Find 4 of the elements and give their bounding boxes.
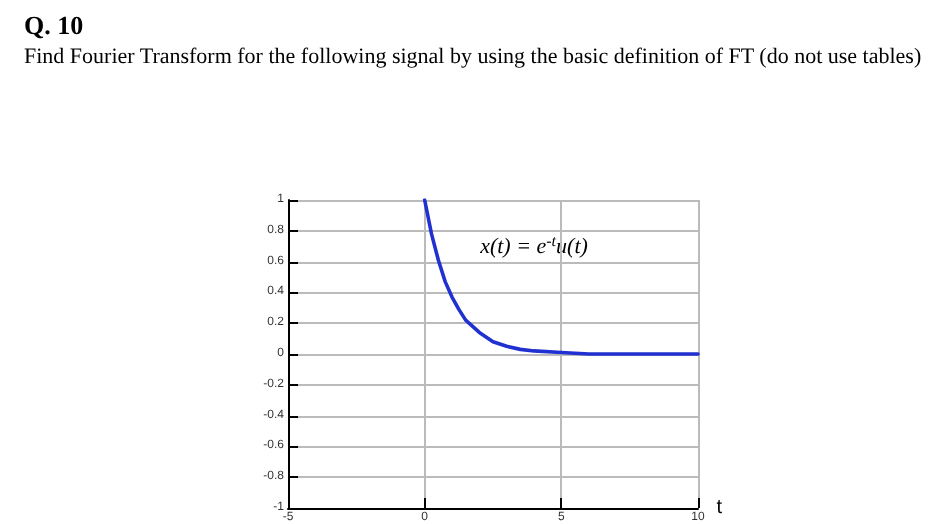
line-series <box>422 198 700 356</box>
chart-subtitle: Find Fourier Transform for the following signal by using the basic definition of FT (do not use tables) <box>24 45 922 69</box>
x-axis-title: t <box>716 497 723 519</box>
text: Q. 10 <box>24 10 84 40</box>
